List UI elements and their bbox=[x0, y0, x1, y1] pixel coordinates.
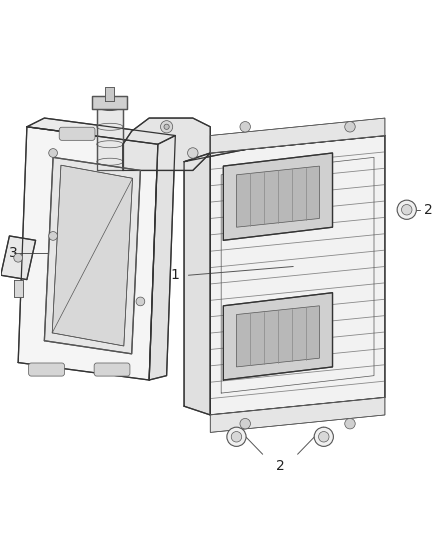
Polygon shape bbox=[210, 398, 385, 432]
Text: 2: 2 bbox=[424, 203, 433, 217]
Circle shape bbox=[318, 432, 329, 442]
Polygon shape bbox=[210, 118, 385, 153]
Text: 3: 3 bbox=[10, 246, 18, 261]
Polygon shape bbox=[1, 236, 35, 280]
Polygon shape bbox=[52, 165, 133, 346]
Polygon shape bbox=[149, 135, 175, 380]
FancyBboxPatch shape bbox=[28, 363, 64, 376]
Polygon shape bbox=[92, 96, 127, 109]
Polygon shape bbox=[123, 118, 210, 171]
Polygon shape bbox=[237, 166, 319, 227]
Circle shape bbox=[240, 418, 251, 429]
FancyBboxPatch shape bbox=[94, 363, 130, 376]
Polygon shape bbox=[184, 127, 385, 161]
Circle shape bbox=[397, 200, 417, 220]
FancyBboxPatch shape bbox=[59, 127, 95, 140]
Polygon shape bbox=[27, 118, 175, 144]
Circle shape bbox=[187, 148, 198, 158]
Polygon shape bbox=[210, 135, 385, 415]
Circle shape bbox=[240, 122, 251, 132]
Circle shape bbox=[49, 231, 57, 240]
Circle shape bbox=[227, 427, 246, 446]
Circle shape bbox=[14, 253, 22, 262]
Circle shape bbox=[314, 427, 333, 446]
Polygon shape bbox=[106, 87, 114, 101]
Circle shape bbox=[164, 124, 169, 130]
Circle shape bbox=[160, 120, 173, 133]
Circle shape bbox=[345, 122, 355, 132]
Circle shape bbox=[231, 432, 242, 442]
Circle shape bbox=[136, 297, 145, 306]
Circle shape bbox=[49, 149, 57, 157]
Polygon shape bbox=[223, 293, 332, 380]
Circle shape bbox=[345, 418, 355, 429]
Polygon shape bbox=[97, 105, 123, 171]
Polygon shape bbox=[184, 153, 210, 415]
Polygon shape bbox=[18, 127, 158, 380]
Text: 1: 1 bbox=[171, 268, 180, 282]
Polygon shape bbox=[237, 306, 319, 367]
Polygon shape bbox=[223, 153, 332, 240]
Ellipse shape bbox=[97, 100, 123, 110]
Polygon shape bbox=[44, 157, 141, 354]
Text: 2: 2 bbox=[276, 458, 285, 473]
Circle shape bbox=[402, 205, 412, 215]
Polygon shape bbox=[14, 280, 22, 297]
